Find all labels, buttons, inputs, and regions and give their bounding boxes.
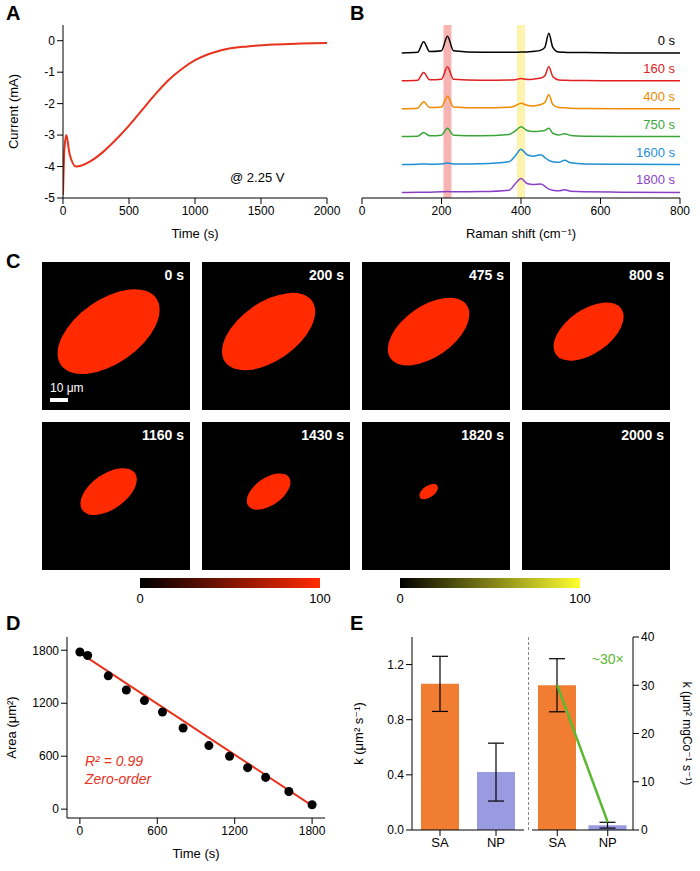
svg-text:Current (mA): Current (mA) [6,74,21,149]
svg-text:1800: 1800 [32,644,59,658]
svg-text:1000: 1000 [182,204,209,218]
svg-text:500: 500 [119,204,139,218]
svg-text:-4: -4 [44,160,55,174]
svg-text:20: 20 [641,727,655,741]
svg-text:2000 s: 2000 s [621,427,664,443]
svg-text:100: 100 [309,591,331,606]
svg-text:40: 40 [641,630,655,644]
svg-text:10 μm: 10 μm [50,381,84,395]
svg-text:1160 s: 1160 s [142,427,184,443]
svg-text:1.2: 1.2 [387,658,404,672]
svg-text:1800 s: 1800 s [636,172,676,187]
svg-text:1600 s: 1600 s [636,145,676,160]
html-text:E: E [350,612,364,634]
html-text:Zero-order: Zero-order [85,771,152,787]
svg-text:Raman shift (cm⁻¹): Raman shift (cm⁻¹) [466,226,576,241]
html-text:C: C [6,250,21,272]
svg-text:1820 s: 1820 s [461,427,504,443]
svg-text:0: 0 [52,802,59,816]
svg-text:160 s: 160 s [643,61,675,76]
svg-text:1200: 1200 [32,696,59,710]
svg-text:Time (s): Time (s) [171,226,218,241]
svg-text:-2: -2 [44,97,55,111]
svg-text:SA: SA [549,835,567,850]
svg-text:475 s: 475 s [469,267,504,283]
svg-text:30: 30 [641,679,655,693]
svg-text:NP: NP [599,835,617,850]
svg-text:0.4: 0.4 [387,768,404,782]
svg-text:0: 0 [77,824,84,838]
svg-text:-3: -3 [44,128,55,142]
svg-text:800 s: 800 s [629,267,664,283]
svg-text:Area (μm²): Area (μm²) [4,696,19,758]
svg-text:10: 10 [641,775,655,789]
html-text:D: D [6,612,21,634]
svg-text:0 s: 0 s [165,267,185,283]
svg-text:1430 s: 1430 s [301,427,344,443]
svg-text:0: 0 [60,204,67,218]
svg-text:NP: NP [487,835,505,850]
svg-text:0: 0 [396,591,403,606]
svg-text:800: 800 [670,204,690,218]
html-text:R² = 0.99: R² = 0.99 [85,753,143,769]
svg-text:0.0: 0.0 [387,823,404,837]
html-text:@ 2.25 V: @ 2.25 V [230,170,285,185]
svg-text:0: 0 [136,591,143,606]
html-text:B: B [350,2,365,24]
svg-text:0 s: 0 s [658,33,676,48]
svg-text:600: 600 [39,749,59,763]
svg-text:1500: 1500 [248,204,275,218]
svg-text:2000: 2000 [314,204,341,218]
svg-text:0: 0 [48,34,55,48]
svg-text:600: 600 [147,824,167,838]
svg-text:~30×: ~30× [592,651,624,667]
svg-text:100: 100 [569,591,591,606]
svg-text:-1: -1 [44,65,55,79]
svg-text:400 s: 400 s [643,89,675,104]
svg-text:0: 0 [359,204,366,218]
svg-text:600: 600 [590,204,610,218]
svg-text:200 s: 200 s [309,267,344,283]
svg-text:1200: 1200 [221,824,248,838]
svg-text:200: 200 [431,204,451,218]
svg-text:0: 0 [641,823,648,837]
svg-text:SA: SA [431,835,449,850]
svg-text:1800: 1800 [299,824,326,838]
svg-text:k (μm² mgCo⁻¹ s⁻¹): k (μm² mgCo⁻¹ s⁻¹) [680,682,693,786]
html-text:A: A [6,2,21,24]
svg-text:0.8: 0.8 [387,713,404,727]
svg-text:400: 400 [511,204,531,218]
svg-text:k (μm² s⁻¹): k (μm² s⁻¹) [351,702,366,765]
svg-text:750 s: 750 s [643,117,675,132]
svg-text:Time (s): Time (s) [172,846,219,861]
svg-text:-5: -5 [44,191,55,205]
